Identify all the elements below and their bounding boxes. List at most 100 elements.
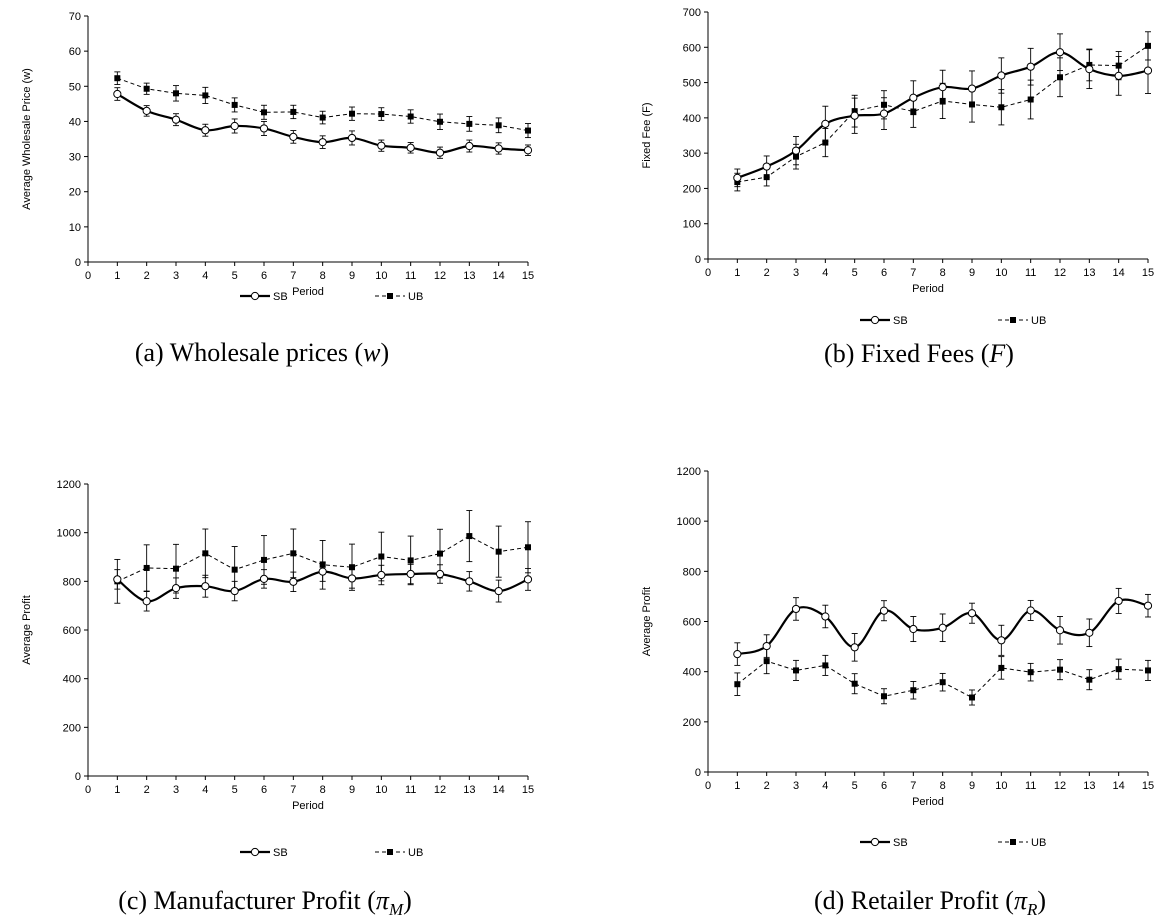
legend-swatch-marker: [1010, 839, 1016, 845]
x-tick-label: 3: [173, 784, 179, 796]
data-point-sb: [523, 575, 533, 584]
x-tick-label: 9: [969, 267, 975, 279]
legend-label-sb: SB: [273, 847, 288, 859]
data-point-sb: [1085, 628, 1094, 637]
data-point-sb: [1026, 62, 1035, 71]
legend: SB UB: [240, 291, 423, 303]
x-tick-label: 2: [144, 784, 150, 796]
x-tick-label: 13: [1083, 780, 1095, 792]
data-point-ub: [1057, 74, 1063, 81]
data-point-ub: [495, 548, 502, 555]
legend-label-sb: SB: [893, 315, 908, 327]
x-tick-label: 6: [881, 780, 887, 792]
legend-swatch-marker: [250, 847, 260, 857]
data-point-sb: [171, 115, 181, 124]
x-tick-label: 3: [173, 270, 179, 282]
data-point-sb: [909, 93, 918, 102]
data-point-sb: [113, 575, 122, 584]
data-point-ub: [231, 566, 238, 573]
data-point-ub: [851, 680, 858, 687]
panel-caption: (a) Wholesale prices (w): [135, 338, 389, 367]
data-point-ub: [261, 556, 267, 563]
x-tick-label: 4: [822, 267, 828, 279]
data-point-ub: [881, 693, 887, 700]
y-tick-label: 60: [69, 46, 81, 58]
data-point-ub: [290, 108, 297, 115]
data-point-sb: [465, 141, 474, 151]
data-point-sb: [523, 146, 533, 155]
data-point-sb: [435, 569, 445, 579]
legend-swatch-marker: [250, 291, 260, 301]
x-tick-label: 15: [1142, 267, 1154, 279]
data-point-ub: [998, 664, 1005, 671]
data-point-sb: [494, 144, 503, 153]
legend-swatch-marker: [387, 293, 393, 299]
x-tick-label: 0: [705, 780, 711, 792]
x-tick-label: 12: [1054, 267, 1066, 279]
x-tick-label: 4: [822, 780, 828, 792]
data-point-ub: [525, 544, 531, 551]
x-tick-label: 5: [852, 267, 858, 279]
x-tick-label: 2: [764, 267, 770, 279]
legend-label-ub: UB: [408, 847, 423, 859]
data-point-sb: [142, 597, 151, 606]
data-point-sb: [1143, 601, 1153, 610]
data-point-ub: [378, 553, 385, 560]
legend: SB UB: [860, 315, 1046, 327]
data-point-sb: [879, 606, 889, 615]
x-axis-title: Period: [912, 796, 944, 808]
legend-label-sb: SB: [893, 837, 908, 849]
y-axis-title: Fixed Fee (F): [641, 102, 653, 168]
data-point-sb: [997, 636, 1006, 645]
y-tick-label: 1000: [677, 516, 701, 528]
data-point-sb: [406, 143, 415, 152]
data-point-sb: [821, 612, 830, 621]
x-tick-label: 11: [1025, 267, 1036, 279]
data-point-sb: [997, 71, 1006, 80]
x-tick-label: 14: [493, 784, 505, 796]
data-point-ub: [969, 694, 975, 701]
legend-swatch-marker: [870, 837, 880, 847]
data-point-ub: [349, 564, 355, 571]
x-tick-label: 5: [232, 784, 238, 796]
x-tick-label: 1: [734, 780, 740, 792]
data-point-sb: [1055, 48, 1065, 57]
data-point-ub: [261, 109, 267, 116]
data-point-sb: [762, 162, 771, 171]
data-point-ub: [1086, 676, 1093, 683]
data-point-ub: [202, 92, 209, 99]
y-tick-label: 800: [683, 566, 701, 578]
data-point-ub: [1145, 42, 1151, 49]
data-point-sb: [377, 141, 386, 150]
data-point-sb: [967, 609, 977, 618]
data-point-ub: [1027, 669, 1034, 676]
data-point-ub: [143, 85, 150, 92]
legend-label-ub: UB: [408, 291, 423, 303]
data-point-sb: [733, 173, 742, 182]
data-point-ub: [910, 687, 917, 694]
data-point-sb: [259, 124, 269, 133]
x-tick-label: 14: [1113, 267, 1125, 279]
x-tick-label: 0: [705, 267, 711, 279]
x-tick-label: 8: [320, 270, 326, 282]
x-tick-label: 6: [881, 267, 887, 279]
x-tick-label: 11: [1025, 780, 1036, 792]
x-tick-label: 13: [463, 270, 475, 282]
data-point-sb: [938, 83, 947, 92]
x-tick-label: 13: [1083, 267, 1095, 279]
x-tick-label: 12: [434, 784, 446, 796]
data-point-sb: [201, 126, 210, 135]
y-tick-label: 300: [683, 148, 701, 160]
y-tick-label: 0: [695, 254, 701, 266]
data-point-ub: [407, 557, 414, 564]
data-point-ub: [1027, 96, 1034, 103]
data-point-ub: [437, 118, 443, 125]
data-point-ub: [202, 550, 209, 557]
data-point-sb: [733, 650, 742, 659]
x-tick-label: 7: [910, 267, 916, 279]
legend-label-sb: SB: [273, 291, 288, 303]
x-tick-label: 11: [405, 270, 416, 282]
